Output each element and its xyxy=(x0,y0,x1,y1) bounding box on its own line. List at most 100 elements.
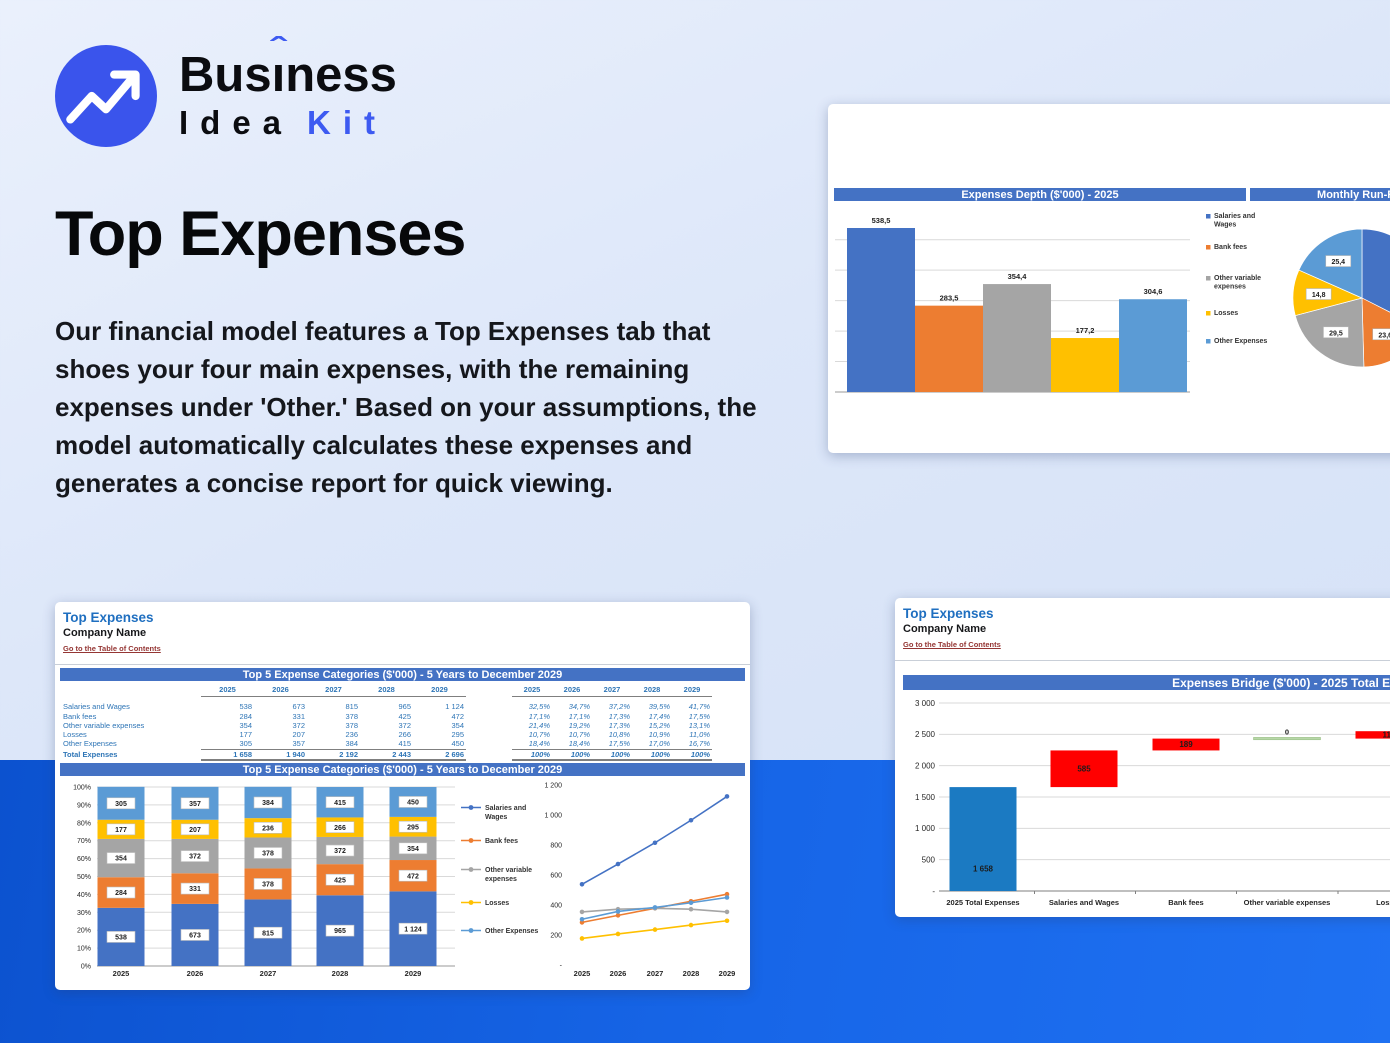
value-cell: 378 xyxy=(345,711,358,721)
sheet-company: Company Name xyxy=(63,627,147,639)
value-cell: 354 xyxy=(239,720,252,730)
brand-logo-circle xyxy=(55,45,157,147)
svg-text:815: 815 xyxy=(262,930,274,937)
gap-cell xyxy=(466,739,512,749)
brand-wordmark: Busı ˆ ness Idea Kit xyxy=(179,32,397,142)
svg-text:Salaries and Wages: Salaries and Wages xyxy=(1049,898,1119,907)
total-value-cell: 1 658 xyxy=(201,750,254,762)
value-cell: 354 xyxy=(451,720,464,730)
year-header: 2025 xyxy=(512,685,552,698)
svg-text:14,8: 14,8 xyxy=(1312,292,1326,299)
pct-cell: 10,8% xyxy=(608,730,630,740)
expenses-depth-and-pie-chart: 538,5 283,5 354,4 177,2 304,6 Salaries and Wag… xyxy=(835,213,1390,393)
value-cell: 965 xyxy=(398,702,411,712)
pct-cell: 10,7% xyxy=(568,730,590,740)
brand-name-bottom: Idea Kit xyxy=(179,104,388,141)
svg-text:expenses: expenses xyxy=(485,876,517,883)
svg-text:-: - xyxy=(932,887,935,896)
year-header: 2026 xyxy=(552,685,592,698)
svg-text:378: 378 xyxy=(262,882,274,889)
svg-text:1 000: 1 000 xyxy=(544,813,562,820)
pct-cell: 17,4% xyxy=(648,711,670,721)
svg-text:305: 305 xyxy=(115,801,127,808)
screenshot-expenses-depth-card: Expenses Depth ($'000) - 2025 Monthly Ru… xyxy=(828,104,1390,453)
svg-text:Other Expenses: Other Expenses xyxy=(1214,338,1267,345)
svg-text:2025: 2025 xyxy=(574,969,591,978)
svg-text:1 500: 1 500 xyxy=(915,793,936,802)
gap-cell xyxy=(466,750,512,761)
total-pct-cell: 100% xyxy=(552,750,592,762)
table-of-contents-link: Go to the Table of Contents xyxy=(903,640,1001,649)
value-cell: 236 xyxy=(345,730,358,740)
svg-text:600: 600 xyxy=(550,873,562,880)
svg-text:372: 372 xyxy=(189,854,201,861)
value-cell: 266 xyxy=(398,730,411,740)
svg-text:3 000: 3 000 xyxy=(915,699,936,708)
svg-text:Salaries and: Salaries and xyxy=(485,805,526,812)
brand-logo: Busı ˆ ness Idea Kit xyxy=(55,32,475,155)
svg-text:25,4: 25,4 xyxy=(1331,259,1345,266)
sheet-title: Top Expenses xyxy=(63,610,154,625)
value-cell: 1 124 xyxy=(445,702,464,712)
total-pct-cell: 100% xyxy=(672,750,712,762)
svg-text:23,6: 23,6 xyxy=(1378,332,1390,339)
year-header: 2027 xyxy=(592,685,632,698)
value-cell: 673 xyxy=(292,702,305,712)
total-value-cell: 2 443 xyxy=(360,750,413,762)
pct-cell: 10,9% xyxy=(648,730,670,740)
svg-text:1 200: 1 200 xyxy=(544,783,562,790)
svg-text:0%: 0% xyxy=(81,964,91,971)
svg-text:2028: 2028 xyxy=(332,969,349,978)
year-header: 2029 xyxy=(413,685,466,698)
svg-text:Other variable expenses: Other variable expenses xyxy=(1244,898,1331,907)
svg-text:177: 177 xyxy=(115,827,127,834)
svg-text:207: 207 xyxy=(189,827,201,834)
gap-cell xyxy=(466,730,512,739)
pct-cell: 17,3% xyxy=(608,711,630,721)
svg-text:Wages: Wages xyxy=(1214,222,1236,229)
svg-text:384: 384 xyxy=(262,800,274,807)
svg-text:Bank fees: Bank fees xyxy=(1168,898,1203,907)
value-cell: 372 xyxy=(292,720,305,730)
screenshot-expenses-bridge-card: Top Expenses Company Name Go to the Tabl… xyxy=(895,598,1390,917)
value-cell: 357 xyxy=(254,739,307,750)
pct-cell: 19,2% xyxy=(568,720,590,730)
svg-text:965: 965 xyxy=(334,928,346,935)
value-cell: 472 xyxy=(451,711,464,721)
pct-cell: 10,7% xyxy=(528,730,550,740)
gap-cell xyxy=(466,702,512,711)
pct-cell: 34,7% xyxy=(568,702,590,712)
row-label: Salaries and Wages xyxy=(63,702,130,712)
value-cell: 384 xyxy=(307,739,360,750)
svg-text:40%: 40% xyxy=(77,892,91,899)
top5-chart-header: Top 5 Expense Categories ($'000) - 5 Yea… xyxy=(60,763,745,776)
svg-text:10%: 10% xyxy=(77,946,91,953)
pct-cell: 32,5% xyxy=(528,702,550,712)
year-header: 2028 xyxy=(360,685,413,698)
gap-cell xyxy=(466,685,512,702)
svg-text:331: 331 xyxy=(189,886,201,893)
pct-cell: 18,4% xyxy=(552,739,592,750)
svg-text:2 500: 2 500 xyxy=(915,730,936,739)
top5-stacked-and-line-chart: 0% 10% 20% 30% 40% 50% 60% 70% 80% 90% 100% 538 284 3… xyxy=(73,783,735,979)
gap-cell xyxy=(466,712,512,721)
top5-expense-table: 2025 2026 2027 2028 2029 2025 2026 2027 2028 2029… xyxy=(63,685,712,762)
row-label: Bank fees xyxy=(63,711,97,721)
svg-text:354,4: 354,4 xyxy=(1008,272,1028,281)
svg-text:2028: 2028 xyxy=(683,969,700,978)
svg-text:585: 585 xyxy=(1077,764,1091,773)
svg-text:30%: 30% xyxy=(77,910,91,917)
svg-text:expenses: expenses xyxy=(1214,284,1246,291)
svg-text:70%: 70% xyxy=(77,838,91,845)
year-header: 2025 xyxy=(201,685,254,698)
year-header: 2027 xyxy=(307,685,360,698)
pct-cell: 17,3% xyxy=(608,720,630,730)
expenses-bridge-header: Expenses Bridge ($'000) - 2025 Total Exp… xyxy=(903,675,1390,690)
value-cell: 450 xyxy=(413,739,466,750)
value-cell: 378 xyxy=(345,720,358,730)
svg-text:266: 266 xyxy=(334,825,346,832)
svg-text:538,5: 538,5 xyxy=(872,216,891,225)
value-cell: 207 xyxy=(292,730,305,740)
brand-name-top: Busı ˆ ness xyxy=(179,32,397,102)
value-cell: 415 xyxy=(360,739,413,750)
